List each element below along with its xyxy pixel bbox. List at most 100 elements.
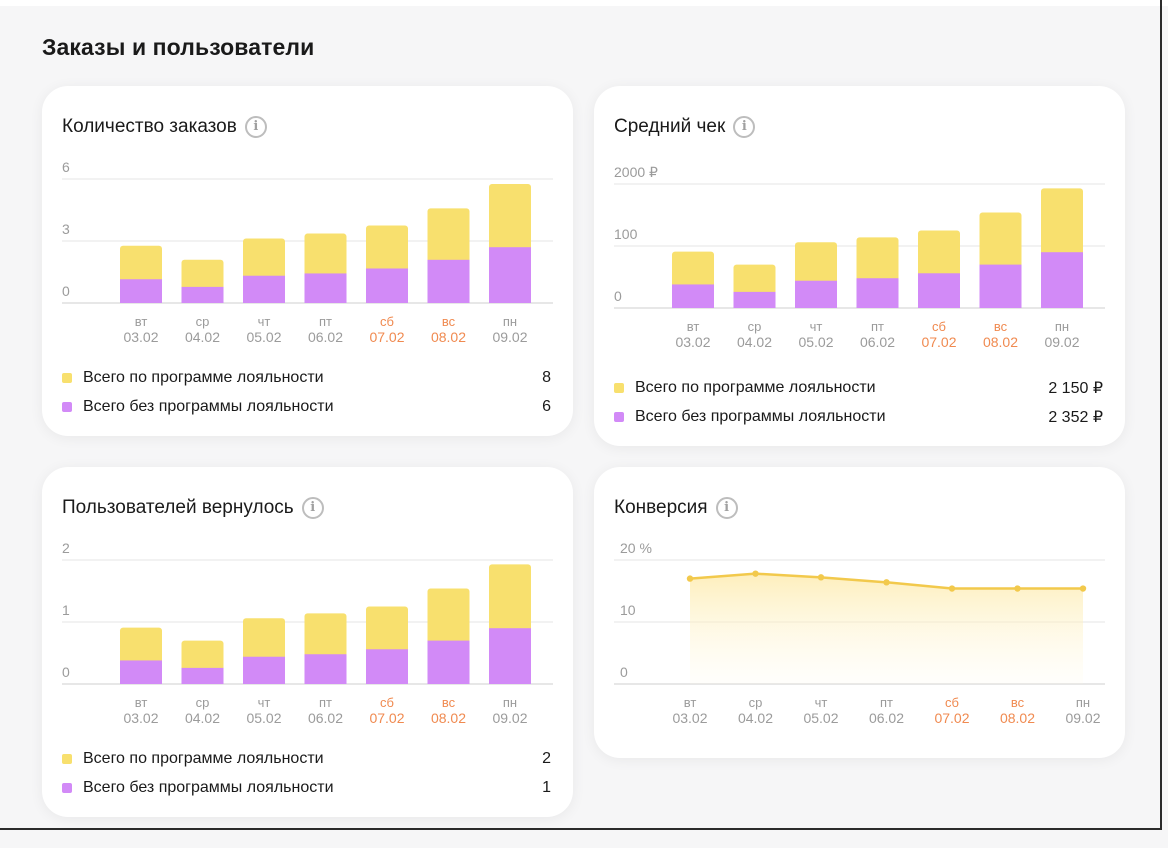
legend-swatch-loyalty [62, 753, 72, 764]
x-tick-date: 06.02 [860, 334, 895, 350]
x-tick-dow: сб [380, 695, 394, 710]
info-icon[interactable]: i [301, 497, 324, 519]
legend-label: Всего по программе лояльности [83, 368, 324, 386]
conversion-point [1014, 585, 1021, 592]
conversion-point [883, 579, 890, 586]
legend-value: 6 [542, 397, 551, 415]
x-tick-dow: сб [932, 319, 946, 334]
x-tick-dow: чт [258, 314, 271, 329]
legend-value: 1 [542, 778, 551, 796]
legend-value: 8 [542, 368, 551, 386]
bar-no-loyalty [427, 259, 470, 303]
bar-no-loyalty [243, 275, 285, 303]
x-tick-date: 06.02 [308, 710, 343, 726]
bar-no-loyalty [489, 247, 531, 303]
x-tick-date: 06.02 [869, 710, 904, 726]
legend-row-loyalty: Всего по программе лояльности 2 [62, 744, 551, 773]
bar-loyalty [427, 588, 470, 644]
x-tick-date: 04.02 [737, 334, 772, 350]
x-tick-date: 09.02 [1044, 334, 1079, 350]
y-tick-label: 3 [62, 221, 70, 237]
x-tick-dow: вс [442, 314, 456, 329]
bar-loyalty [366, 225, 408, 272]
x-tick-date: 06.02 [308, 329, 343, 345]
x-tick-date: 03.02 [672, 710, 707, 726]
x-tick-dow: ср [748, 319, 762, 334]
x-tick-dow: ср [749, 695, 763, 710]
y-tick-label: 20 % [620, 540, 652, 556]
x-tick-date: 07.02 [934, 710, 969, 726]
y-tick-label: 0 [62, 283, 70, 299]
bar-no-loyalty [181, 286, 224, 303]
y-tick-label: 100 [614, 226, 638, 242]
y-tick-label: 1 [62, 602, 70, 618]
legend-swatch-no-loyalty [62, 782, 72, 793]
x-tick-date: 05.02 [803, 710, 838, 726]
x-tick-date: 09.02 [492, 329, 527, 345]
legend-row-no-loyalty: Всего без программы лояльности 2 352 ₽ [614, 402, 1103, 431]
info-icon[interactable]: i [733, 116, 756, 138]
x-tick-dow: вт [687, 319, 700, 334]
orders-title-text: Количество заказов [62, 116, 237, 137]
bar-loyalty [304, 233, 347, 277]
bar-no-loyalty [120, 279, 162, 303]
bar-loyalty [918, 230, 960, 277]
y-tick-label: 6 [62, 159, 70, 175]
legend-row-no-loyalty: Всего без программы лояльности 6 [62, 392, 551, 421]
x-tick-date: 04.02 [185, 710, 220, 726]
x-tick-dow: пн [1055, 319, 1069, 334]
legend-swatch-no-loyalty [62, 401, 72, 412]
x-tick-dow: пн [503, 695, 517, 710]
returned-legend: Всего по программе лояльности 2 Всего бе… [62, 744, 551, 802]
bar-no-loyalty [672, 284, 714, 308]
bar-no-loyalty [304, 654, 347, 684]
x-tick-date: 05.02 [246, 710, 281, 726]
info-icon[interactable]: i [244, 116, 267, 138]
x-tick-dow: пт [871, 319, 884, 334]
legend-row-loyalty: Всего по программе лояльности 2 150 ₽ [614, 373, 1103, 402]
x-tick-dow: вт [684, 695, 697, 710]
avg-check-legend: Всего по программе лояльности 2 150 ₽ Вс… [614, 373, 1103, 431]
returned-card-title: Пользователей вернулось i [62, 497, 324, 519]
x-tick-dow: пт [880, 695, 893, 710]
x-tick-date: 08.02 [431, 710, 466, 726]
legend-row-no-loyalty: Всего без программы лояльности 1 [62, 773, 551, 802]
y-tick-label: 2 [62, 540, 70, 556]
legend-label: Всего без программы лояльности [635, 407, 886, 425]
conversion-area [690, 573, 1083, 684]
bar-loyalty [243, 238, 285, 279]
bar-loyalty [489, 183, 531, 251]
x-tick-dow: ср [196, 695, 210, 710]
bar-loyalty [366, 606, 408, 653]
legend-swatch-loyalty [62, 372, 72, 383]
bar-loyalty [1041, 188, 1083, 256]
x-tick-date: 08.02 [1000, 710, 1035, 726]
bar-no-loyalty [120, 660, 162, 684]
bar-no-loyalty [181, 667, 224, 684]
returned-title-text: Пользователей вернулось [62, 497, 294, 518]
x-tick-dow: ср [196, 314, 210, 329]
legend-value: 2 352 ₽ [1048, 408, 1103, 426]
bar-loyalty [672, 251, 714, 288]
x-tick-dow: пн [1076, 695, 1090, 710]
viewport-frame [0, 0, 1162, 830]
conversion-point [686, 575, 694, 582]
conversion-card: Конверсия i 0 10 20 % вт 03.02 ср 04.02 чт 05.02… [594, 467, 1125, 758]
x-tick-date: 05.02 [246, 329, 281, 345]
info-icon[interactable]: i [715, 497, 738, 519]
bar-no-loyalty [856, 278, 899, 308]
bar-no-loyalty [366, 649, 408, 684]
bar-loyalty [304, 613, 347, 658]
x-tick-date: 03.02 [123, 710, 158, 726]
conversion-title-text: Конверсия [614, 497, 708, 518]
top-strip [0, 0, 1168, 6]
bar-loyalty [489, 564, 531, 632]
bar-no-loyalty [795, 280, 837, 308]
bar-loyalty [427, 208, 470, 263]
returned-card: Пользователей вернулось i 0 1 2 вт 03.02 ср 04… [42, 467, 573, 817]
x-tick-date: 08.02 [431, 329, 466, 345]
x-tick-date: 05.02 [798, 334, 833, 350]
